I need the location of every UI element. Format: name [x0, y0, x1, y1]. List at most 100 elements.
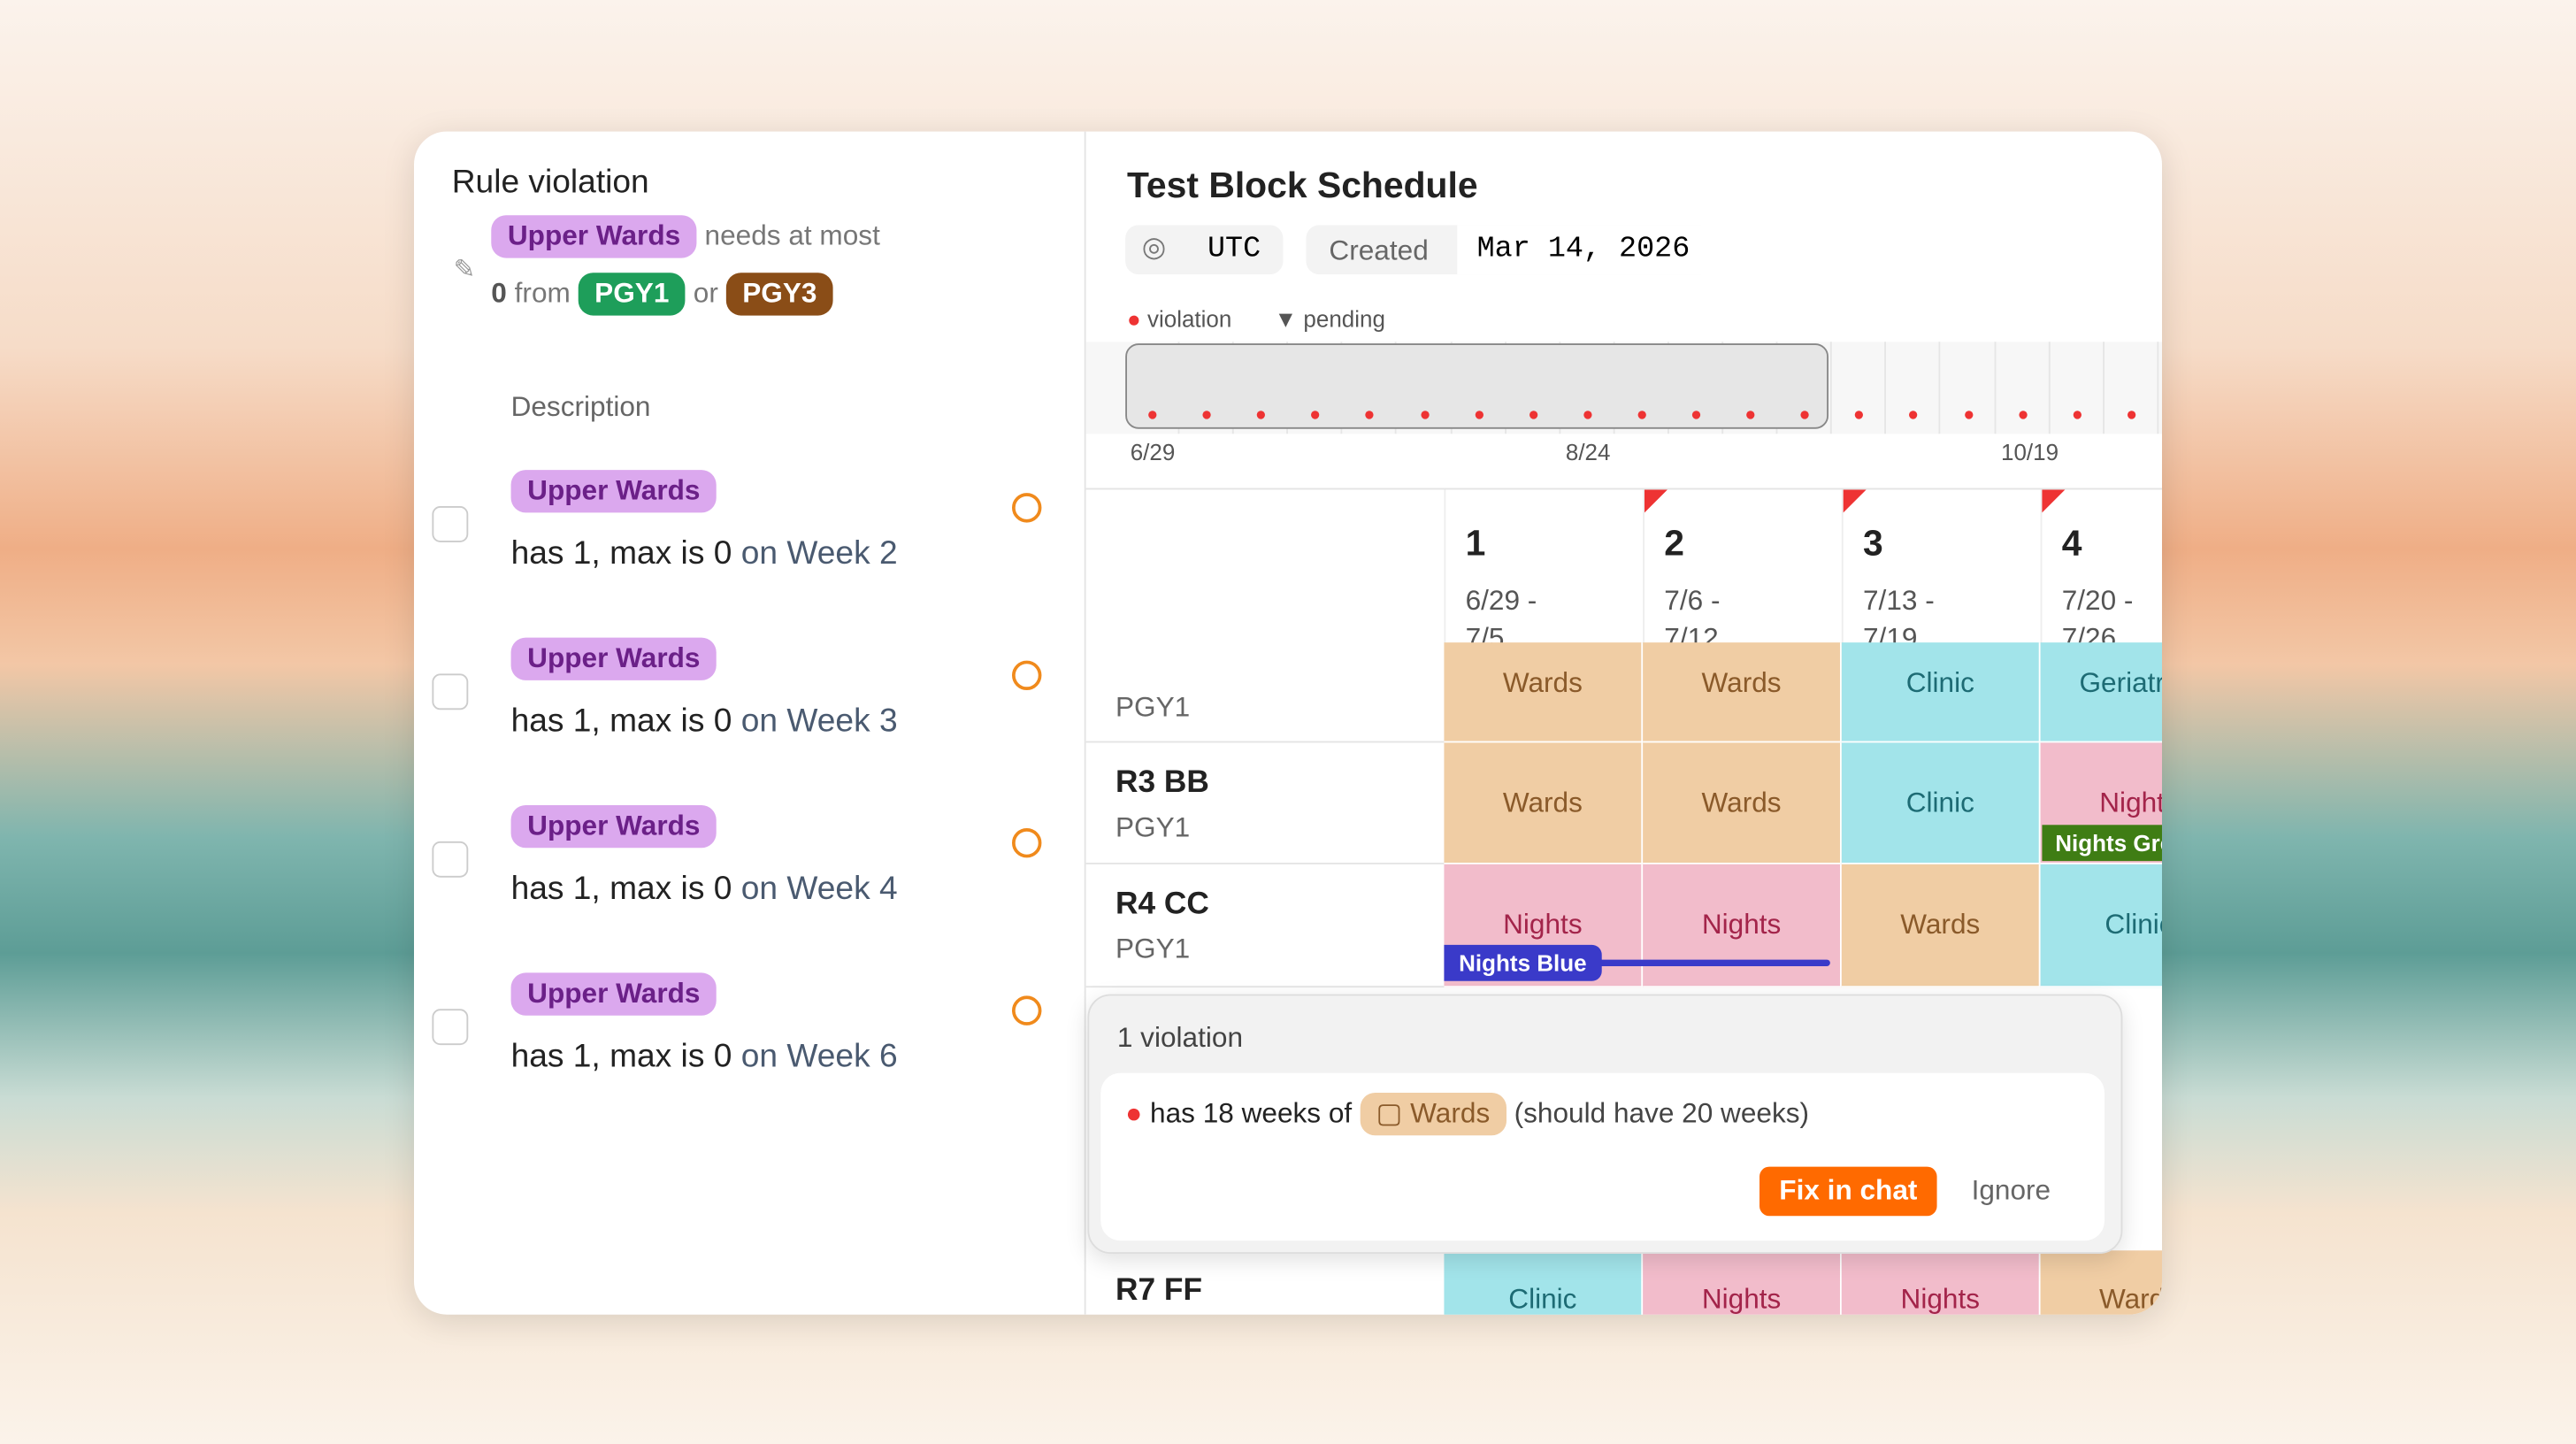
text: Week 3	[786, 703, 898, 740]
tz[interactable]: ◎ UTC	[1125, 225, 1284, 275]
text: Week 2	[786, 535, 898, 572]
row-label: R3 BB PGY1	[1085, 742, 1445, 864]
icon: ✎	[453, 256, 476, 285]
text: (should have 20 weeks)	[1514, 1097, 1810, 1129]
week-number: 3	[1863, 522, 1883, 565]
cell: Nights	[1643, 864, 1842, 988]
dot	[1964, 411, 1973, 419]
dot	[1637, 411, 1646, 419]
rule: Upper Wards needs at most	[491, 215, 880, 258]
tag: Upper Wards	[491, 215, 697, 258]
row-label: R7 FFPGY1	[1086, 1250, 1445, 1314]
flag	[1644, 489, 1668, 513]
title: Test Block Schedule	[1127, 164, 1478, 206]
text: from	[514, 277, 571, 310]
checkbox[interactable]	[432, 673, 469, 710]
text: has 1, max is 0	[510, 1038, 732, 1075]
line: has 1, max is 0 on Week 6	[511, 1039, 898, 1077]
label: Created	[1329, 234, 1429, 266]
ignore-button[interactable]: Ignore	[1971, 1174, 2051, 1207]
line: ● has 18 weeks of ▢ Wards (should have 2…	[1125, 1093, 1810, 1136]
schedule: Test Block Schedule ◎ UTC Created Mar 14…	[1085, 132, 2163, 1315]
text: or	[693, 277, 718, 310]
title: 1 violation	[1116, 1022, 1244, 1054]
dot	[1257, 411, 1266, 419]
dot	[1420, 411, 1429, 419]
text: pending	[1303, 305, 1385, 333]
tick	[2102, 342, 2104, 434]
rule-panel: Rule violation ✎ Upper Wards needs at mo…	[414, 131, 1086, 1315]
text: UTC	[1208, 233, 1261, 266]
row-label: R4 CC PGY1	[1085, 864, 1445, 988]
text: needs at most	[704, 219, 880, 252]
card: Rule violation ✎ Upper Wards needs at mo…	[414, 131, 2163, 1315]
group: PGY1	[1116, 811, 1191, 843]
text: has 1, max is 0	[510, 871, 732, 908]
row-label: PGY1	[1085, 675, 1445, 743]
tag: Upper Wards	[510, 972, 717, 1016]
text: Wards	[1410, 1097, 1491, 1129]
created: Created Mar 14, 2026	[1306, 225, 1714, 275]
tag: Upper Wards	[510, 470, 717, 513]
checkbox[interactable]	[432, 506, 469, 542]
search-icon[interactable]	[1012, 660, 1042, 691]
text: on	[740, 871, 778, 908]
cell: Wards	[1444, 642, 1644, 743]
tag: PGY3	[725, 273, 834, 316]
title: Rule violation	[451, 164, 649, 201]
cell: Nights	[1841, 1250, 2041, 1315]
cell: Wards	[1444, 742, 1644, 864]
search-icon[interactable]	[1012, 995, 1042, 1025]
search-icon[interactable]	[1012, 828, 1042, 858]
group: PGY1	[1116, 691, 1191, 724]
week-range: 6/29 - 7/5	[1465, 585, 1537, 655]
text: has 18 weeks of	[1150, 1097, 1353, 1129]
text: on	[740, 703, 778, 740]
dot	[1583, 411, 1592, 419]
cell: Clinic	[1444, 1250, 1644, 1315]
text: violation	[1146, 305, 1232, 333]
bar	[1542, 959, 1830, 967]
name: R3 BB	[1116, 765, 1209, 801]
tag: Upper Wards	[510, 637, 717, 680]
date-label: 6/29	[1130, 438, 1176, 465]
date-label: 10/19	[2001, 438, 2059, 465]
checkbox[interactable]	[432, 841, 469, 878]
tick	[1830, 342, 1833, 434]
line: has 1, max is 0 on Week 4	[511, 871, 898, 909]
week-number: 1	[1465, 522, 1486, 565]
text: has 1, max is 0	[510, 703, 732, 740]
dot	[2073, 411, 2082, 419]
grid: 1 6/29 - 7/5 2 7/6 - 7/12 3 7/13 - 7/19 4 7/20 …	[1085, 488, 2163, 1315]
fix-button[interactable]: Fix in chat	[1760, 1166, 1937, 1217]
text: on	[740, 535, 778, 572]
cell: Geriatrics	[2040, 642, 2163, 743]
cell: Wards	[1841, 864, 2041, 988]
tag: Upper Wards	[510, 805, 717, 849]
cell-tag: Nights Green	[2042, 825, 2163, 862]
checkbox[interactable]	[432, 1009, 469, 1046]
tag: ▢ Wards	[1359, 1093, 1506, 1136]
text: on	[740, 1038, 778, 1075]
cell: Nights	[1643, 1250, 1842, 1315]
dot	[1311, 411, 1320, 419]
dot	[1474, 411, 1484, 419]
rule-line2: 0 from PGY1 or PGY3	[491, 273, 834, 316]
week-number: 2	[1664, 522, 1685, 565]
tri: ▼	[1274, 305, 1298, 333]
dot	[1366, 411, 1375, 419]
search-icon[interactable]	[1012, 493, 1042, 523]
cell: Clinic	[1841, 642, 2041, 743]
dot	[1148, 411, 1157, 419]
name: R4 CC	[1116, 887, 1209, 922]
violation: ● has 18 weeks of ▢ Wards (should have 2…	[1100, 1072, 2105, 1241]
dot: ●	[1127, 305, 1141, 333]
dot	[2127, 411, 2135, 419]
dot	[1529, 411, 1537, 419]
dot	[1909, 411, 1919, 419]
text: Week 4	[786, 871, 898, 908]
flag	[1843, 489, 1867, 513]
dot	[1746, 411, 1755, 419]
cell: Clinic	[2040, 864, 2163, 988]
